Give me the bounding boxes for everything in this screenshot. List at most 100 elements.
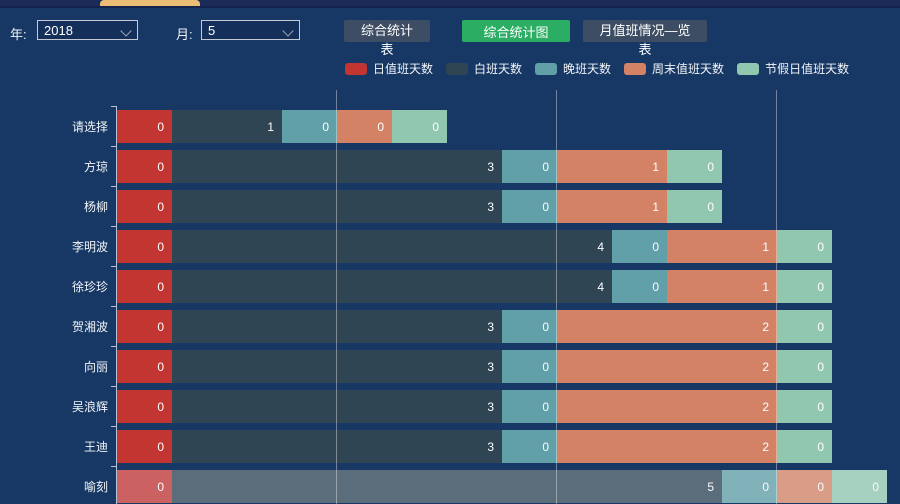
legend-item[interactable]: 晚班天数 [535, 60, 611, 77]
bar-value-label: 1 [762, 239, 769, 254]
bar-segment[interactable]: 0 [117, 110, 172, 143]
month-label: 月: [176, 27, 193, 42]
bar-segment[interactable]: 0 [667, 190, 722, 223]
bar-segment[interactable]: 0 [777, 350, 832, 383]
bar-segment[interactable]: 3 [172, 350, 502, 383]
bar-value-label: 2 [762, 399, 769, 414]
bar-segment[interactable]: 2 [557, 350, 777, 383]
bar-value-label: 0 [157, 119, 164, 134]
bar-value-label: 0 [652, 239, 659, 254]
bar-segment[interactable]: 0 [502, 150, 557, 183]
bar-segment[interactable]: 0 [117, 270, 172, 303]
bar-segment[interactable]: 0 [502, 310, 557, 343]
bar-segment[interactable]: 0 [117, 350, 172, 383]
bar-segment[interactable]: 1 [557, 190, 667, 223]
bar-segment[interactable]: 1 [172, 110, 282, 143]
legend-item[interactable]: 周末值班天数 [624, 60, 724, 77]
legend-item[interactable]: 白班天数 [446, 60, 522, 77]
bar-segment[interactable]: 0 [777, 230, 832, 263]
bar-segment[interactable]: 0 [777, 310, 832, 343]
month-select[interactable]: 5 [201, 20, 300, 40]
legend-label: 周末值班天数 [652, 62, 725, 76]
bar-row: 0 4 0 1 0 [117, 230, 832, 263]
bar-segment[interactable]: 1 [667, 230, 777, 263]
bar-value-label: 0 [872, 479, 879, 494]
gridline [556, 90, 557, 504]
bar-segment[interactable]: 0 [502, 190, 557, 223]
bar-segment[interactable]: 0 [612, 230, 667, 263]
bar-segment[interactable]: 0 [777, 430, 832, 463]
bar-segment[interactable]: 0 [722, 470, 777, 503]
bar-value-label: 0 [817, 279, 824, 294]
bar-segment[interactable]: 0 [502, 430, 557, 463]
bar-segment[interactable]: 2 [557, 430, 777, 463]
bar-segment[interactable]: 0 [612, 270, 667, 303]
y-axis-label: 请选择 [71, 119, 108, 134]
bar-value-label: 0 [542, 319, 549, 334]
bar-segment[interactable]: 1 [557, 150, 667, 183]
bar-value-label: 0 [157, 319, 164, 334]
bar-segment[interactable]: 0 [282, 110, 337, 143]
bar-segment[interactable]: 3 [172, 190, 502, 223]
year-select[interactable]: 2018 [37, 20, 138, 40]
bar-segment[interactable]: 0 [832, 470, 887, 503]
bar-segment[interactable]: 0 [117, 150, 172, 183]
axis-tick [111, 226, 116, 227]
y-axis-label: 向丽 [83, 359, 108, 374]
legend-item[interactable]: 日值班天数 [345, 60, 433, 77]
bar-segment[interactable]: 0 [117, 230, 172, 263]
bar-segment[interactable]: 0 [337, 110, 392, 143]
bar-segment[interactable]: 3 [172, 150, 502, 183]
bar-segment[interactable]: 4 [172, 270, 612, 303]
axis-tick [111, 106, 116, 107]
bar-value-label: 3 [487, 439, 494, 454]
bar-segment[interactable]: 0 [667, 150, 722, 183]
bar-value-label: 3 [487, 199, 494, 214]
bar-value-label: 0 [157, 399, 164, 414]
bar-segment[interactable]: 3 [172, 390, 502, 423]
summary-table-button[interactable]: 综合统计表 [344, 20, 430, 57]
bar-segment[interactable]: 0 [502, 390, 557, 423]
summary-chart-button[interactable]: 综合统计图 [462, 20, 570, 42]
bar-segment[interactable]: 0 [392, 110, 447, 143]
bar-segment[interactable]: 2 [557, 390, 777, 423]
duty-stats-chart: 请选择 0 1 0 0 0 方琼 0 3 0 1 0 杨柳 0 3 0 1 0 李明波 0 4 0 1 0 徐珍珍 0 4 0 1 0 贺湘… [0, 90, 900, 504]
bar-row: 0 3 0 1 0 [117, 190, 722, 223]
monthly-duty-overview-button[interactable]: 月值班情况—览表 [583, 20, 707, 57]
y-axis-label: 杨柳 [83, 199, 108, 214]
bar-segment[interactable]: 0 [117, 470, 172, 503]
bar-segment[interactable]: 5 [172, 470, 722, 503]
y-axis-label: 李明波 [71, 239, 108, 254]
legend-label: 晚班天数 [563, 62, 612, 76]
bar-segment[interactable]: 0 [502, 350, 557, 383]
active-tab-indicator[interactable] [100, 0, 200, 6]
bar-segment[interactable]: 0 [117, 310, 172, 343]
bar-segment[interactable]: 1 [667, 270, 777, 303]
bar-value-label: 3 [487, 399, 494, 414]
bar-segment[interactable]: 0 [777, 270, 832, 303]
chevron-down-icon [122, 26, 131, 35]
bar-row: 0 3 0 2 0 [117, 350, 832, 383]
legend-swatch [624, 62, 647, 75]
bar-segment[interactable]: 3 [172, 430, 502, 463]
bar-segment[interactable]: 0 [777, 470, 832, 503]
browser-tab-strip [0, 0, 900, 8]
bar-value-label: 3 [487, 319, 494, 334]
bar-segment[interactable]: 3 [172, 310, 502, 343]
bar-segment[interactable]: 0 [117, 430, 172, 463]
year-label: 年: [10, 27, 27, 42]
bar-value-label: 0 [817, 479, 824, 494]
bar-value-label: 0 [542, 199, 549, 214]
bar-segment[interactable]: 2 [557, 310, 777, 343]
bar-segment[interactable]: 4 [172, 230, 612, 263]
bar-segment[interactable]: 0 [117, 390, 172, 423]
axis-tick [111, 146, 116, 147]
bar-row: 0 1 0 0 0 [117, 110, 447, 143]
bar-value-label: 4 [597, 279, 604, 294]
bar-segment[interactable]: 0 [777, 390, 832, 423]
legend-item[interactable]: 节假日值班天数 [737, 60, 849, 77]
gridline [336, 90, 337, 504]
bar-value-label: 0 [157, 279, 164, 294]
bar-segment[interactable]: 0 [117, 190, 172, 223]
